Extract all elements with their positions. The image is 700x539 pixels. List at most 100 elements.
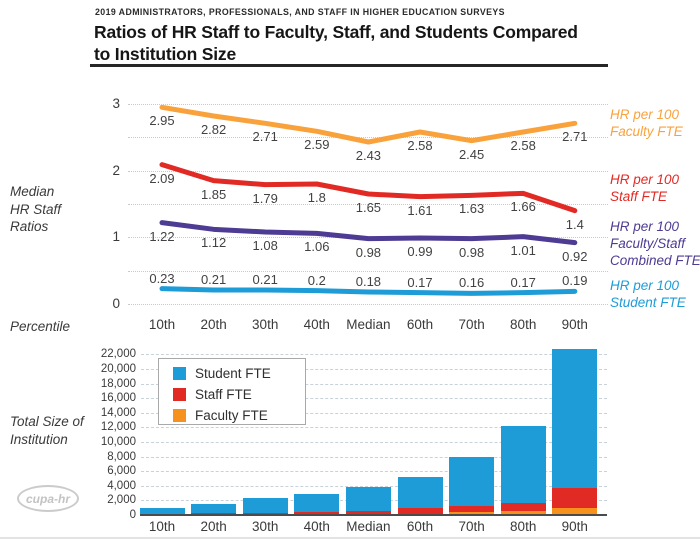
value-label: 0.16: [458, 275, 485, 291]
value-label: 0.98: [355, 244, 382, 260]
bar-chart-y-tick: 20,000: [100, 363, 136, 375]
bar-chart-ylabel: Total Size of Institution: [10, 414, 84, 447]
value-label: 0.17: [407, 274, 433, 290]
value-label: 2.59: [304, 137, 330, 153]
legend-swatch: [173, 408, 186, 422]
bar-chart-category-label: 60th: [406, 519, 434, 534]
page-title-line-1: Ratios of HR Staff to Faculty, Staff, an…: [94, 22, 578, 42]
bar-segment: [552, 487, 598, 508]
value-label: 0.99: [407, 243, 433, 259]
bar-chart-y-tick: 8,000: [107, 450, 136, 463]
page-title: Ratios of HR Staff to Faculty, Staff, an…: [94, 21, 578, 65]
bar-chart-gridline: [141, 471, 607, 473]
bar-segment: [345, 510, 391, 514]
value-label: 0.17: [510, 274, 536, 290]
line-chart-y-tick: 2: [112, 162, 120, 178]
value-label: 1.66: [510, 199, 536, 215]
bar-segment: [294, 493, 340, 513]
bar-chart-y-tick: 4,000: [107, 479, 136, 492]
legend-label: Staff FTE: [195, 386, 252, 402]
line-chart-gridline: [128, 103, 608, 105]
bar-chart-y-tick: 16,000: [100, 392, 136, 405]
bar-segment: [242, 497, 288, 513]
bar-chart-gridline: [141, 383, 607, 385]
bar-segment: [397, 508, 443, 514]
line-chart-ylabel: Median HR Staff Ratios: [10, 184, 62, 234]
line-chart-xlabel: Percentile: [10, 319, 71, 334]
line-chart-gridline: [128, 170, 608, 172]
value-label: 0.92: [562, 248, 588, 264]
line-chart-category-label: 70th: [458, 317, 485, 332]
line-chart-category-label: 90th: [561, 317, 588, 332]
bar-chart-y-tick: 18,000: [100, 377, 136, 390]
cupa-hr-logo: cupa-hr: [17, 485, 79, 512]
bar-chart-y-tick: 10,000: [100, 436, 136, 448]
bar-chart-y-tick: 0: [129, 509, 136, 521]
value-label: 1.61: [407, 202, 433, 218]
value-label: 2.71: [562, 129, 588, 145]
line-chart-category-label: 10th: [148, 317, 176, 332]
value-label: 1.85: [200, 186, 227, 202]
legend-label: Student FTE: [195, 365, 271, 381]
legend-item: Student FTE: [173, 365, 305, 381]
bar-chart-y-tick: 14,000: [100, 406, 136, 419]
bar-chart-category-label: 30th: [252, 519, 279, 534]
legend-item: Staff FTE: [173, 386, 305, 402]
bar-chart-y-tick: 22,000: [100, 348, 136, 361]
line-chart-y-tick: 1: [112, 229, 120, 245]
bar-chart-category-label: 40th: [303, 519, 330, 534]
value-label: 0.21: [200, 271, 227, 287]
value-label: 2.58: [407, 137, 433, 153]
value-label: 1.79: [252, 190, 278, 206]
legend-item: Faculty FTE: [173, 407, 305, 423]
line-chart-gridline: [128, 304, 608, 305]
line-chart-category-label: 60th: [406, 317, 434, 332]
series-label: HR per 100 Staff FTE: [610, 172, 680, 204]
value-label: 2.58: [510, 137, 536, 153]
value-label: 2.82: [200, 121, 227, 137]
bar-segment: [552, 349, 598, 488]
series-label: HR per 100 Faculty FTE: [610, 107, 683, 139]
bar-chart-gridline: [141, 398, 607, 400]
bar-segment: [449, 511, 495, 515]
bar-segment: [191, 504, 237, 514]
value-label: 0.2: [307, 272, 326, 288]
bar-chart-gridline: [141, 456, 607, 458]
value-label: 2.95: [149, 113, 175, 129]
bar-segment: [449, 505, 495, 512]
value-label: 1.4: [565, 216, 584, 232]
bar-chart-category-label: 20th: [200, 519, 227, 534]
value-label: 2.43: [355, 147, 382, 163]
survey-eyebrow: 2019 ADMINISTRATORS, PROFESSIONALS, AND …: [95, 7, 505, 17]
bar-segment: [500, 425, 546, 504]
line-chart-category-label: 40th: [303, 317, 330, 332]
line-chart-category-label: Median: [346, 317, 391, 332]
bar-segment: [500, 503, 546, 511]
value-label: 1.65: [355, 199, 382, 215]
line-chart-y-tick: 0: [112, 296, 120, 311]
line-chart-category-label: 30th: [252, 317, 279, 332]
bar-chart-x-axis: [140, 513, 607, 517]
value-label: 1.63: [458, 201, 485, 217]
bar-chart-category-label: 80th: [510, 519, 537, 534]
bar-chart-category-label: 10th: [148, 519, 176, 534]
page-title-line-2: to Institution Size: [94, 44, 237, 64]
value-label: 2.09: [149, 170, 175, 186]
bar-segment: [139, 507, 185, 514]
value-label: 2.45: [458, 146, 485, 162]
bottom-crop-edge: [0, 536, 700, 539]
value-label: 1.01: [510, 242, 536, 258]
bar-segment: [552, 507, 598, 515]
bar-chart-gridline: [141, 354, 607, 356]
line-chart-category-label: 80th: [510, 317, 537, 332]
bar-segment: [500, 510, 546, 515]
legend-label: Faculty FTE: [195, 407, 268, 423]
value-label: 1.08: [252, 237, 278, 253]
bar-chart-gridline: [141, 412, 607, 414]
title-rule: [90, 64, 608, 67]
bar-chart-category-label: 90th: [561, 519, 588, 534]
bar-chart-y-tick: 12,000: [100, 421, 136, 434]
value-label: 0.21: [252, 271, 278, 287]
value-label: 0.98: [458, 244, 485, 260]
